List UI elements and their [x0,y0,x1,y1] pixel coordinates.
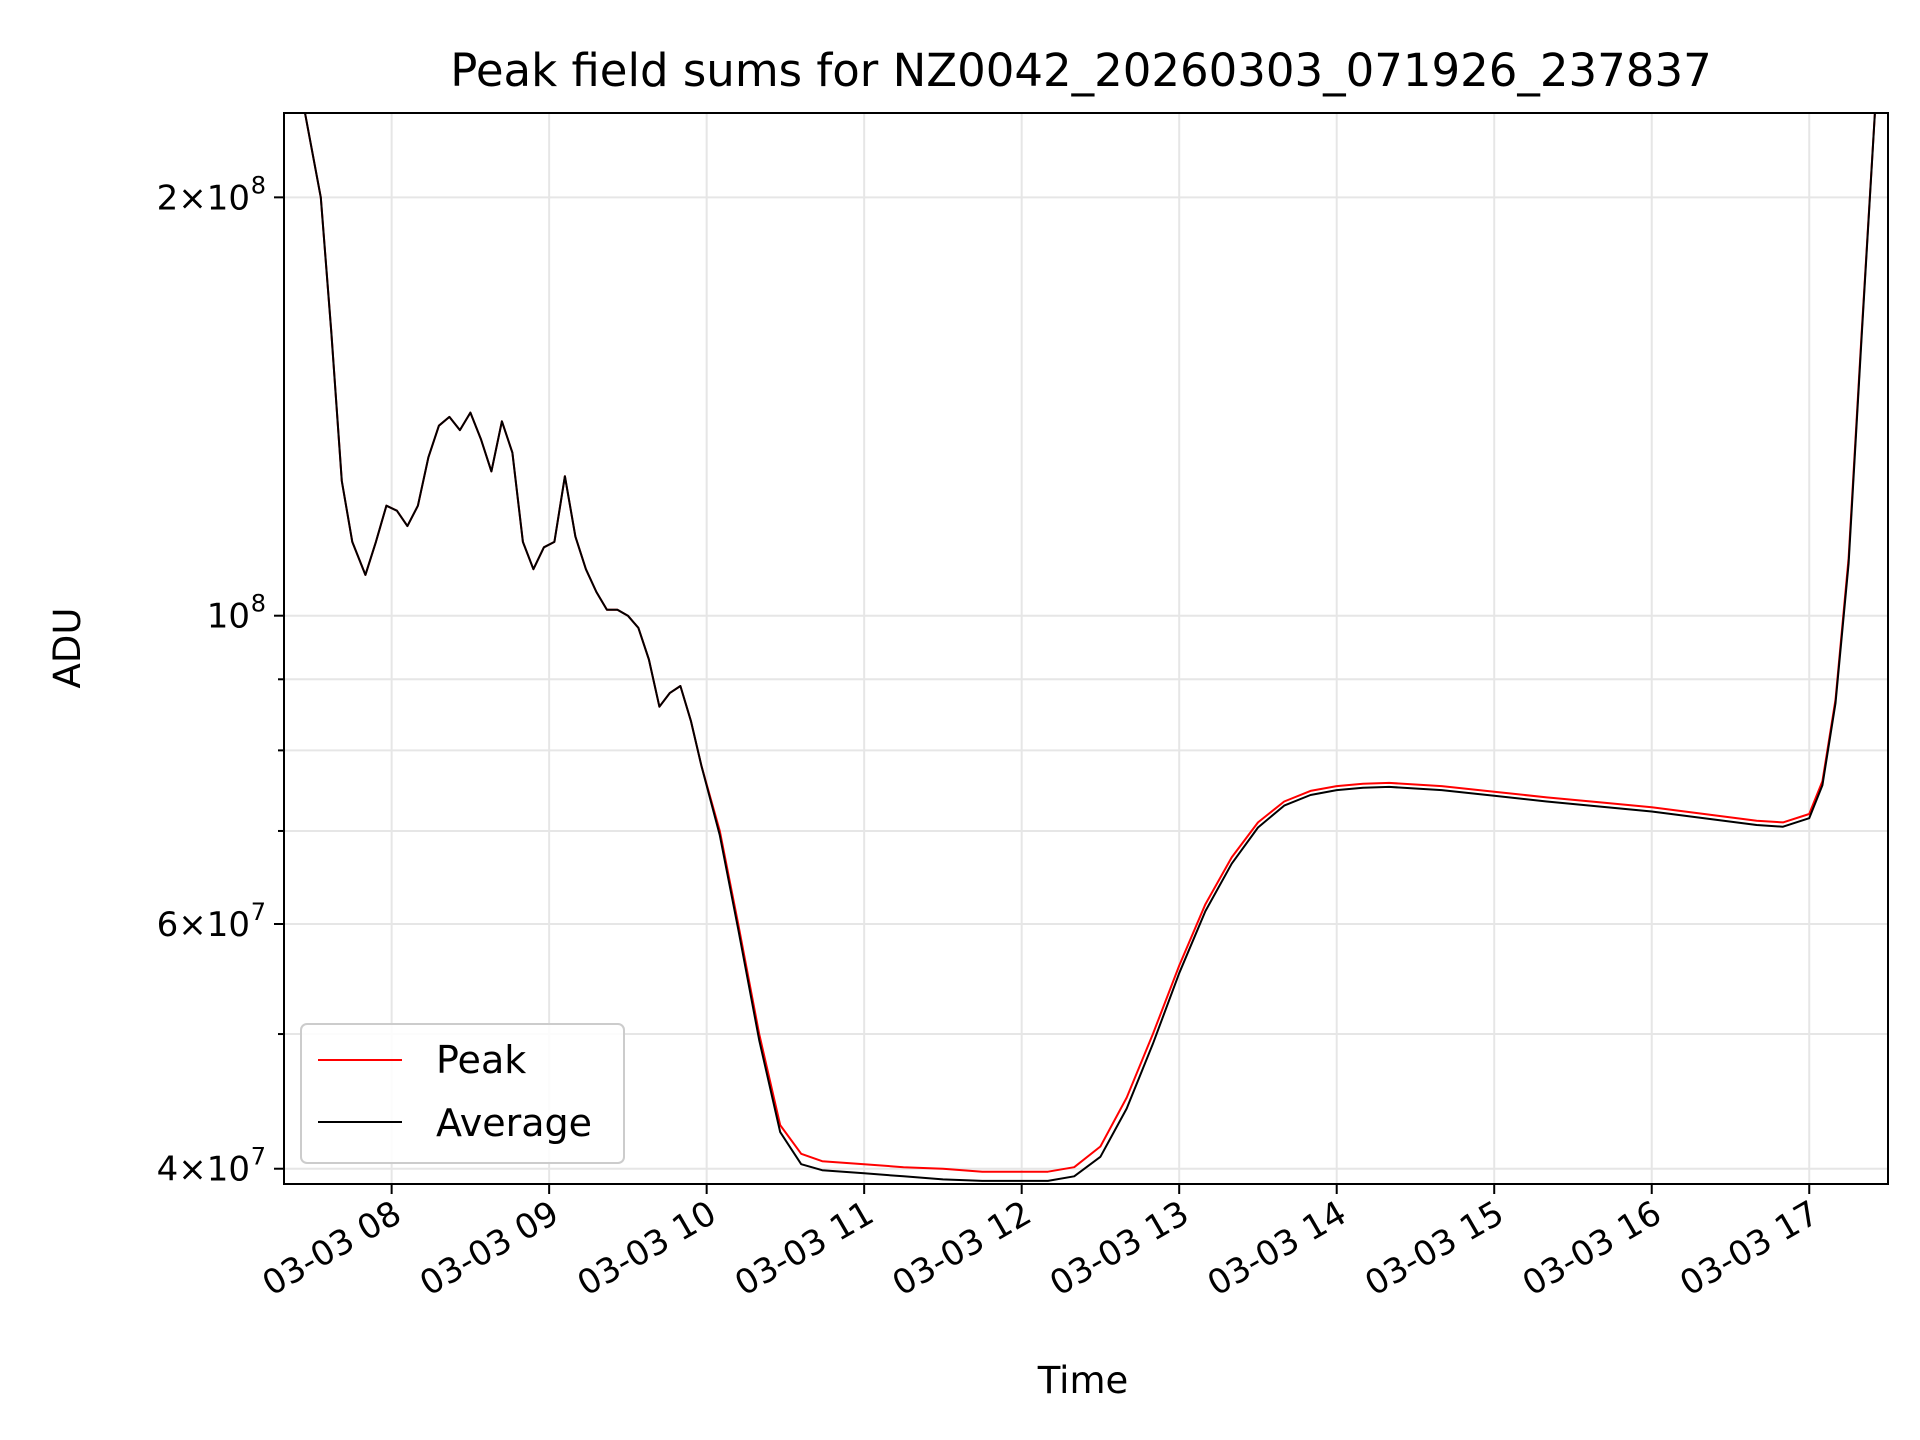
y-tick-base: 4×10 [157,1150,250,1190]
y-tick-label: 76×10 [157,898,266,945]
legend-label-peak: Peak [436,1038,526,1082]
legend: Peak Average [300,1023,625,1164]
series-line-average [284,113,1888,1182]
y-tick-base: 6×10 [157,905,250,945]
chart-title: Peak field sums for NZ0042_20260303_0719… [450,44,1711,97]
x-axis-label: Time [1037,1359,1129,1402]
y-tick-exponent: 7 [251,1143,266,1171]
y-tick-exponent: 8 [251,171,266,199]
y-tick-label: 74×10 [157,1143,266,1190]
plot-frame [283,112,1889,1185]
y-tick-base: 10 [207,597,250,637]
y-tick-exponent: 7 [251,898,266,926]
y-tick-label: 810 [207,590,266,637]
y-tick-label: 82×10 [157,171,266,218]
series-layer [284,113,1888,1182]
legend-box [300,1023,625,1164]
legend-label-average: Average [436,1101,592,1145]
y-tick-exponent: 8 [251,590,266,618]
y-tick-base: 2×10 [157,178,250,218]
y-axis-label: ADU [46,608,89,689]
